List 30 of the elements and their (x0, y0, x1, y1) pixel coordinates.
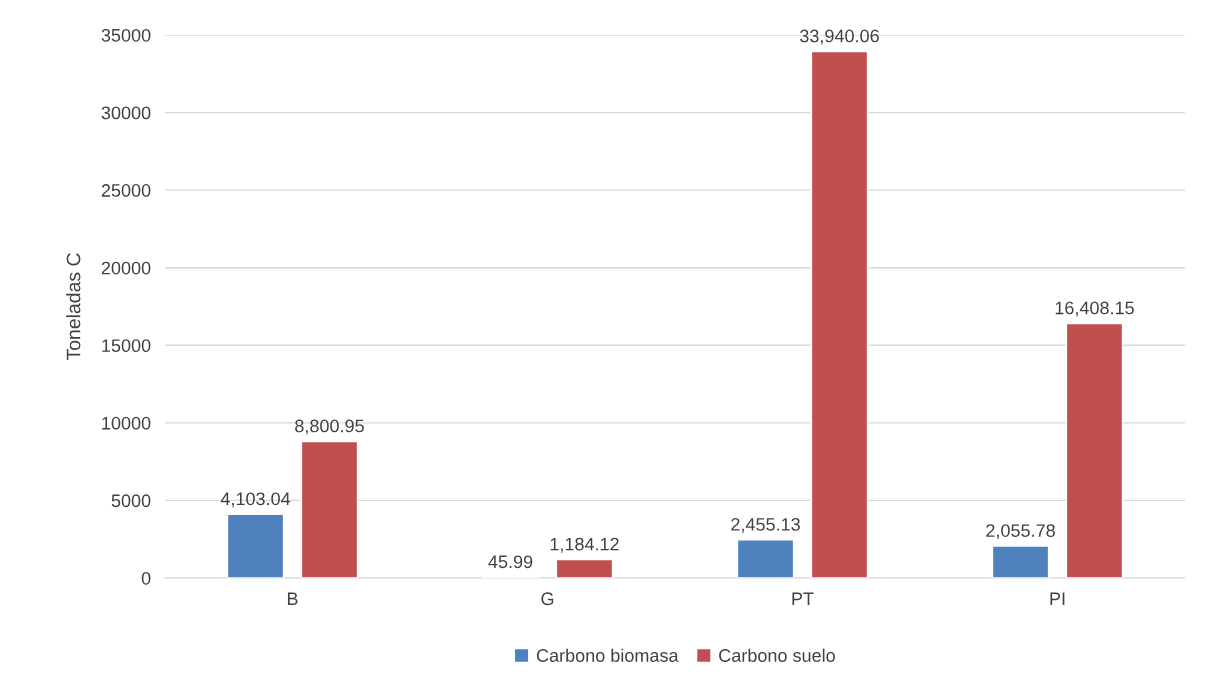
legend-label: Carbono biomasa (536, 648, 679, 662)
x-tick-label: B (287, 592, 298, 605)
y-tick-label: 30000 (101, 106, 151, 120)
bar (300, 440, 359, 578)
y-tick-label: 20000 (101, 261, 151, 275)
data-label: 16,408.15 (1055, 301, 1134, 317)
bar (810, 50, 869, 578)
data-label: 2,455.13 (731, 518, 800, 533)
bar (555, 558, 614, 578)
data-label: 4,103.04 (220, 492, 291, 508)
data-label: 8,800.95 (295, 419, 364, 435)
bar (736, 539, 795, 578)
x-tick-label: PI (1050, 592, 1065, 605)
bar (226, 513, 285, 578)
y-tick-label: 25000 (101, 184, 151, 197)
y-tick-label: 15000 (102, 339, 151, 353)
y-tick-label: 35000 (101, 28, 151, 42)
y-axis-title: Toneladas C (66, 253, 81, 361)
bar (991, 545, 1050, 578)
data-label: 45.99 (488, 555, 533, 569)
data-label: 1,184.12 (550, 537, 619, 553)
y-tick-label: 0 (141, 571, 151, 585)
bar (1065, 322, 1124, 578)
data-label: 33,940.06 (800, 29, 879, 45)
y-tick-label: 10000 (102, 416, 151, 430)
data-label: 2,055.78 (986, 524, 1055, 540)
y-tick-label: 5000 (111, 494, 151, 508)
x-tick-label: G (541, 592, 554, 606)
x-tick-label: PT (792, 592, 814, 605)
legend-label: Carbono suelo (719, 648, 835, 662)
